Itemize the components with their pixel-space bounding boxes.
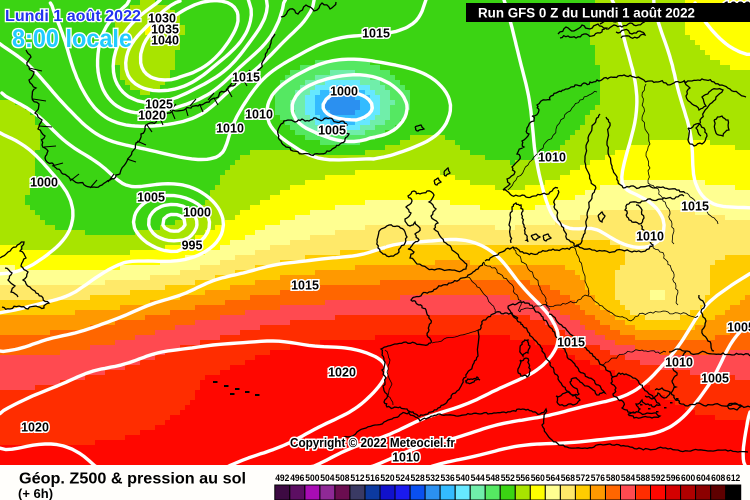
- svg-text:1000: 1000: [330, 85, 358, 99]
- svg-text:1020: 1020: [138, 109, 166, 123]
- svg-text:1030: 1030: [148, 12, 176, 26]
- svg-text:1010: 1010: [665, 356, 693, 370]
- svg-text:1015: 1015: [681, 200, 709, 214]
- svg-text:1010: 1010: [216, 122, 244, 136]
- svg-text:995: 995: [182, 239, 203, 253]
- svg-text:604: 604: [696, 473, 711, 483]
- svg-text:516: 516: [365, 473, 379, 483]
- svg-text:500: 500: [305, 473, 319, 483]
- svg-text:Copyright © 2022 Meteociel.fr: Copyright © 2022 Meteociel.fr: [290, 436, 455, 450]
- svg-text:1015: 1015: [362, 27, 390, 41]
- svg-text:592: 592: [651, 473, 665, 483]
- svg-text:496: 496: [290, 473, 304, 483]
- svg-text:1015: 1015: [291, 279, 319, 293]
- svg-text:504: 504: [320, 473, 335, 483]
- svg-text:572: 572: [576, 473, 590, 483]
- svg-text:1000: 1000: [30, 176, 58, 190]
- svg-text:508: 508: [335, 473, 349, 483]
- svg-text:512: 512: [350, 473, 364, 483]
- svg-text:1010: 1010: [392, 451, 420, 465]
- svg-text:1020: 1020: [328, 366, 356, 380]
- svg-text:1010: 1010: [245, 108, 273, 122]
- svg-text:1005: 1005: [701, 372, 729, 386]
- svg-text:1040: 1040: [151, 34, 179, 48]
- svg-text:560: 560: [531, 473, 545, 483]
- svg-text:8:00 locale: 8:00 locale: [12, 25, 132, 53]
- svg-text:1005: 1005: [137, 191, 165, 205]
- svg-text:520: 520: [380, 473, 394, 483]
- svg-text:Lundi 1 août 2022: Lundi 1 août 2022: [5, 8, 141, 25]
- svg-text:1010: 1010: [538, 151, 566, 165]
- svg-text:1035: 1035: [151, 23, 179, 37]
- svg-text:528: 528: [411, 473, 425, 483]
- svg-text:596: 596: [666, 473, 680, 483]
- svg-text:532: 532: [426, 473, 440, 483]
- svg-text:580: 580: [606, 473, 620, 483]
- svg-text:1010: 1010: [636, 230, 664, 244]
- svg-text:536: 536: [441, 473, 455, 483]
- svg-text:576: 576: [591, 473, 605, 483]
- svg-text:1005: 1005: [318, 124, 346, 138]
- svg-text:1025: 1025: [145, 98, 173, 112]
- svg-text:1020: 1020: [21, 421, 49, 435]
- svg-text:556: 556: [516, 473, 530, 483]
- svg-text:568: 568: [561, 473, 575, 483]
- svg-text:524: 524: [396, 473, 411, 483]
- svg-text:548: 548: [486, 473, 500, 483]
- svg-text:612: 612: [726, 473, 740, 483]
- svg-text:1005: 1005: [727, 321, 750, 335]
- svg-text:1015: 1015: [557, 336, 585, 350]
- svg-text:1000: 1000: [183, 206, 211, 220]
- svg-text:564: 564: [546, 473, 561, 483]
- svg-text:Géop. Z500 & pression au sol: Géop. Z500 & pression au sol: [19, 471, 246, 488]
- svg-text:600: 600: [681, 473, 695, 483]
- svg-text:552: 552: [501, 473, 515, 483]
- svg-text:588: 588: [636, 473, 650, 483]
- svg-text:544: 544: [471, 473, 486, 483]
- svg-text:(+ 6h): (+ 6h): [18, 486, 53, 500]
- svg-text:608: 608: [711, 473, 725, 483]
- svg-text:492: 492: [275, 473, 289, 483]
- svg-text:1015: 1015: [232, 71, 260, 85]
- svg-text:Run GFS 0 Z du Lundi 1 août 20: Run GFS 0 Z du Lundi 1 août 2022: [478, 6, 695, 21]
- svg-text:540: 540: [456, 473, 470, 483]
- svg-text:584: 584: [621, 473, 636, 483]
